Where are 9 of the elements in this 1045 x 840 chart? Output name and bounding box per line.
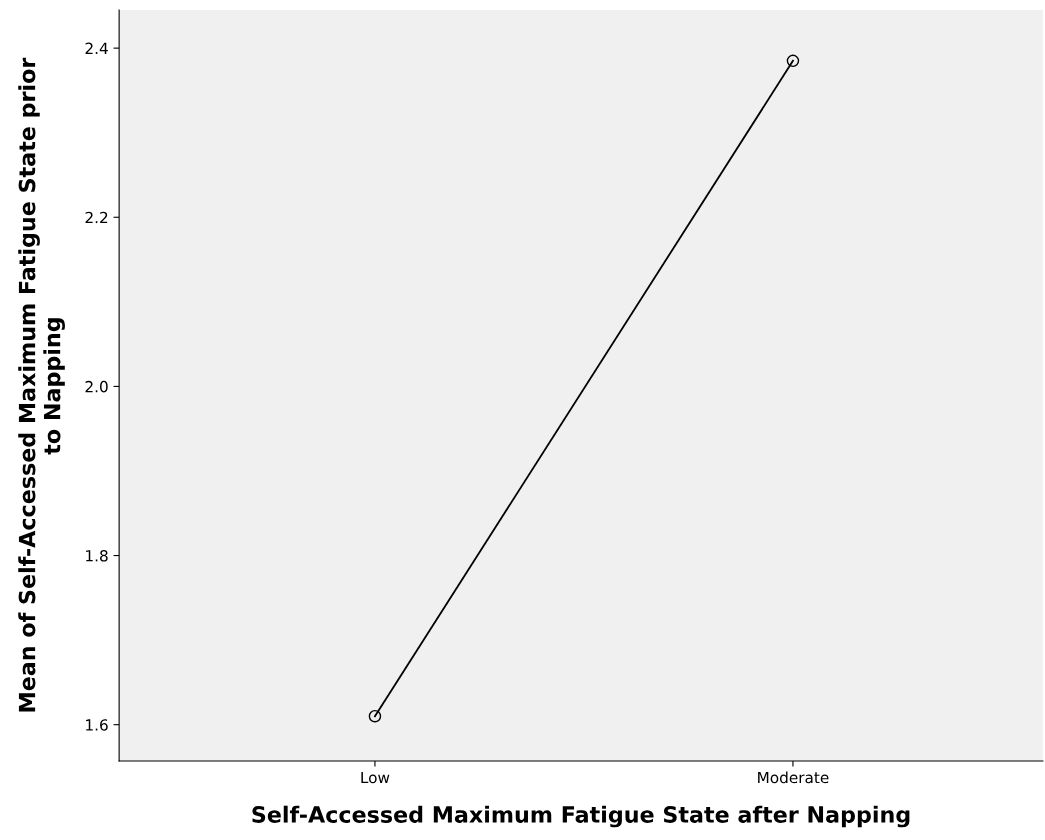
x-tick-label: Low (361, 771, 390, 784)
x-axis-title: Self-Accessed Maximum Fatigue State after Napping (252, 805, 910, 828)
y-tick-label: 1.8 (86, 550, 108, 562)
y-axis-title: Mean of Self-Accessed Maximum Fatigue State prior to Napping (18, 57, 65, 712)
y-tick-label: 2.2 (85, 211, 108, 224)
y-tick-label: 2.0 (85, 380, 108, 393)
x-tick-label: Moderate (758, 771, 829, 784)
y-tick-label: 2.4 (85, 42, 108, 54)
y-tick-label: 1.6 (86, 719, 108, 731)
